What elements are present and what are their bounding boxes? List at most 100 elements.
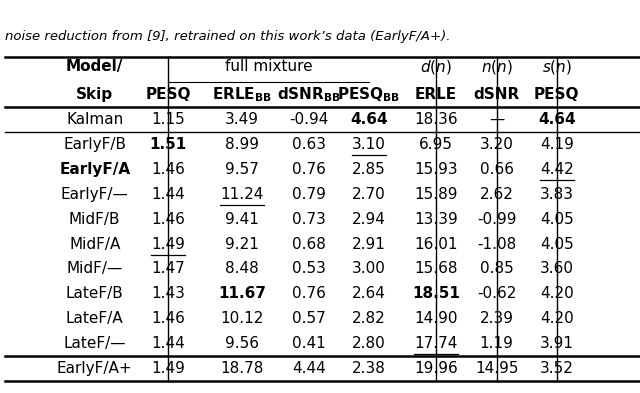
Text: 1.19: 1.19 bbox=[480, 336, 513, 351]
Text: 3.52: 3.52 bbox=[540, 361, 573, 376]
Text: LateF/B: LateF/B bbox=[66, 286, 124, 301]
Text: 2.85: 2.85 bbox=[352, 162, 385, 177]
Text: 2.38: 2.38 bbox=[352, 361, 385, 376]
Text: 9.41: 9.41 bbox=[225, 211, 259, 227]
Text: 1.46: 1.46 bbox=[152, 162, 185, 177]
Text: $d(n)$: $d(n)$ bbox=[420, 58, 452, 76]
Text: 4.20: 4.20 bbox=[540, 286, 573, 301]
Text: 14.95: 14.95 bbox=[475, 361, 518, 376]
Text: 9.21: 9.21 bbox=[225, 237, 259, 252]
Text: 0.63: 0.63 bbox=[292, 137, 326, 152]
Text: PESQ: PESQ bbox=[534, 87, 580, 102]
Text: 0.68: 0.68 bbox=[292, 237, 326, 252]
Text: 0.73: 0.73 bbox=[292, 211, 326, 227]
Text: 0.76: 0.76 bbox=[292, 162, 326, 177]
Text: 1.46: 1.46 bbox=[152, 311, 185, 326]
Text: 3.00: 3.00 bbox=[352, 261, 385, 277]
Text: 0.66: 0.66 bbox=[479, 162, 514, 177]
Text: 18.78: 18.78 bbox=[220, 361, 264, 376]
Text: 2.82: 2.82 bbox=[352, 311, 385, 326]
Text: 0.85: 0.85 bbox=[480, 261, 513, 277]
Text: 16.01: 16.01 bbox=[414, 237, 458, 252]
Text: Kalman: Kalman bbox=[66, 112, 124, 127]
Text: 4.44: 4.44 bbox=[292, 361, 326, 376]
Text: 6.95: 6.95 bbox=[419, 137, 453, 152]
Text: Model/: Model/ bbox=[66, 59, 124, 74]
Text: EarlyF/—: EarlyF/— bbox=[61, 187, 129, 202]
Text: 1.49: 1.49 bbox=[152, 361, 185, 376]
Text: 15.93: 15.93 bbox=[414, 162, 458, 177]
Text: 4.20: 4.20 bbox=[540, 311, 573, 326]
Text: MidF/A: MidF/A bbox=[69, 237, 120, 252]
Text: ERLE$_\mathregular{BB}$: ERLE$_\mathregular{BB}$ bbox=[212, 85, 272, 104]
Text: 3.83: 3.83 bbox=[540, 187, 574, 202]
Text: 15.68: 15.68 bbox=[414, 261, 458, 277]
Text: 0.76: 0.76 bbox=[292, 286, 326, 301]
Text: EarlyF/A: EarlyF/A bbox=[59, 162, 131, 177]
Text: 18.36: 18.36 bbox=[414, 112, 458, 127]
Text: -1.08: -1.08 bbox=[477, 237, 516, 252]
Text: 4.19: 4.19 bbox=[540, 137, 573, 152]
Text: 0.79: 0.79 bbox=[292, 187, 326, 202]
Text: 2.70: 2.70 bbox=[352, 187, 385, 202]
Text: 1.43: 1.43 bbox=[152, 286, 185, 301]
Text: 3.60: 3.60 bbox=[540, 261, 574, 277]
Text: 1.44: 1.44 bbox=[152, 187, 185, 202]
Text: 1.49: 1.49 bbox=[152, 237, 185, 252]
Text: 18.51: 18.51 bbox=[412, 286, 460, 301]
Text: -0.94: -0.94 bbox=[289, 112, 329, 127]
Text: 0.41: 0.41 bbox=[292, 336, 326, 351]
Text: 0.57: 0.57 bbox=[292, 311, 326, 326]
Text: 19.96: 19.96 bbox=[414, 361, 458, 376]
Text: 11.67: 11.67 bbox=[218, 286, 266, 301]
Text: 9.57: 9.57 bbox=[225, 162, 259, 177]
Text: LateF/—: LateF/— bbox=[63, 336, 126, 351]
Text: 4.42: 4.42 bbox=[540, 162, 573, 177]
Text: 2.64: 2.64 bbox=[352, 286, 385, 301]
Text: 1.44: 1.44 bbox=[152, 336, 185, 351]
Text: 3.10: 3.10 bbox=[352, 137, 385, 152]
Text: 10.12: 10.12 bbox=[220, 311, 264, 326]
Text: MidF/B: MidF/B bbox=[69, 211, 120, 227]
Text: 3.49: 3.49 bbox=[225, 112, 259, 127]
Text: $s(n)$: $s(n)$ bbox=[541, 58, 572, 76]
Text: 4.64: 4.64 bbox=[350, 112, 387, 127]
Text: MidF/—: MidF/— bbox=[67, 261, 123, 277]
Text: 4.05: 4.05 bbox=[540, 211, 573, 227]
Text: 15.89: 15.89 bbox=[414, 187, 458, 202]
Text: PESQ: PESQ bbox=[145, 87, 191, 102]
Text: 3.91: 3.91 bbox=[540, 336, 574, 351]
Text: -0.99: -0.99 bbox=[477, 211, 516, 227]
Text: 1.47: 1.47 bbox=[152, 261, 185, 277]
Text: EarlyF/A+: EarlyF/A+ bbox=[57, 361, 132, 376]
Text: 2.39: 2.39 bbox=[479, 311, 514, 326]
Text: 1.15: 1.15 bbox=[152, 112, 185, 127]
Text: 2.62: 2.62 bbox=[480, 187, 513, 202]
Text: 1.51: 1.51 bbox=[150, 137, 187, 152]
Text: 8.99: 8.99 bbox=[225, 137, 259, 152]
Text: 17.74: 17.74 bbox=[414, 336, 458, 351]
Text: 0.53: 0.53 bbox=[292, 261, 326, 277]
Text: LateF/A: LateF/A bbox=[66, 311, 124, 326]
Text: 4.64: 4.64 bbox=[538, 112, 575, 127]
Text: $n(n)$: $n(n)$ bbox=[481, 58, 513, 76]
Text: 14.90: 14.90 bbox=[414, 311, 458, 326]
Text: 11.24: 11.24 bbox=[220, 187, 264, 202]
Text: 3.20: 3.20 bbox=[480, 137, 513, 152]
Text: —: — bbox=[489, 112, 504, 127]
Text: -0.62: -0.62 bbox=[477, 286, 516, 301]
Text: 1.46: 1.46 bbox=[152, 211, 185, 227]
Text: EarlyF/B: EarlyF/B bbox=[63, 137, 126, 152]
Text: 2.80: 2.80 bbox=[352, 336, 385, 351]
Text: 4.05: 4.05 bbox=[540, 237, 573, 252]
Text: noise reduction from [9], retrained on this work’s data (EarlyF/A+).: noise reduction from [9], retrained on t… bbox=[5, 30, 451, 43]
Text: 9.56: 9.56 bbox=[225, 336, 259, 351]
Text: ERLE: ERLE bbox=[415, 87, 457, 102]
Text: dSNR$_\mathregular{BB}$: dSNR$_\mathregular{BB}$ bbox=[277, 85, 341, 104]
Text: 2.94: 2.94 bbox=[352, 211, 385, 227]
Text: full mixture: full mixture bbox=[225, 59, 312, 74]
Text: 2.91: 2.91 bbox=[352, 237, 385, 252]
Text: Skip: Skip bbox=[76, 87, 113, 102]
Text: 8.48: 8.48 bbox=[225, 261, 259, 277]
Text: PESQ$_\mathregular{BB}$: PESQ$_\mathregular{BB}$ bbox=[337, 85, 400, 104]
